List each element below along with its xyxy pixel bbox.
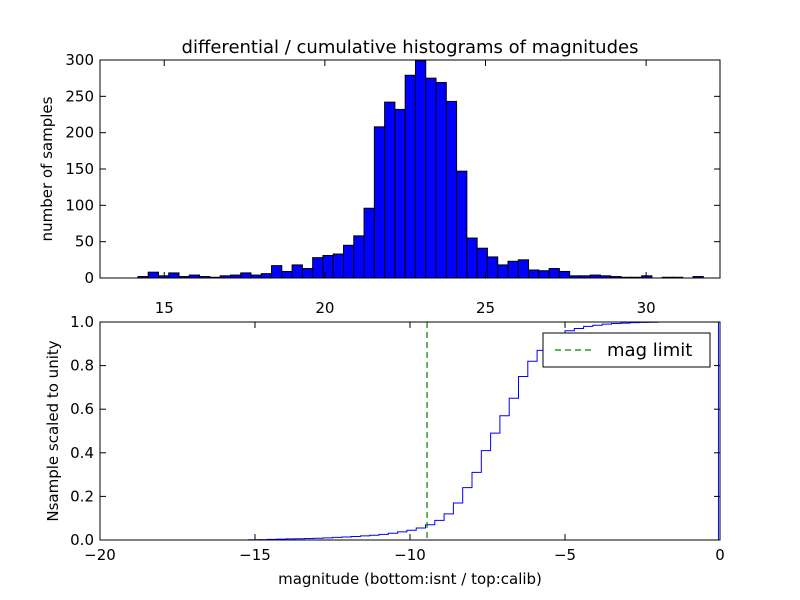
x-tick-label: −15: [239, 546, 271, 564]
histogram-bar: [404, 74, 416, 279]
y-tick-label: 300: [65, 51, 94, 69]
y-tick-label: 250: [65, 87, 94, 105]
histogram-bar: [456, 170, 468, 279]
histogram-bar: [414, 60, 427, 279]
histogram-bar: [548, 268, 560, 279]
legend: mag limit: [542, 332, 711, 368]
histogram-bar: [353, 235, 365, 279]
histogram-bar: [373, 126, 386, 279]
histogram-bar: [301, 268, 314, 279]
y-tick-label: 0.8: [70, 357, 94, 375]
y-tick-label: 50: [75, 233, 94, 251]
x-tick-label: 25: [476, 299, 495, 317]
histogram-bar: [240, 272, 252, 279]
bottom-cumulative-panel: Nsample scaled to unity magnitude (botto…: [44, 313, 725, 588]
bottom-y-axis-label: Nsample scaled to unity: [44, 340, 62, 521]
top-histogram-panel: differential / cumulative histograms of …: [38, 37, 721, 317]
y-tick-label: 1.0: [70, 313, 94, 331]
top-chart-title: differential / cumulative histograms of …: [182, 37, 639, 58]
histogram-bar: [291, 264, 303, 279]
x-tick-label: 15: [155, 299, 174, 317]
histogram-bar: [517, 259, 530, 279]
x-tick-label: −10: [394, 546, 426, 564]
y-tick-label: 0.2: [70, 487, 94, 505]
y-tick-label: 200: [65, 124, 94, 142]
y-tick-label: 100: [65, 196, 94, 214]
x-tick-label: 30: [637, 299, 656, 317]
bottom-y-ticks: 0.0 0.2 0.4 0.6 0.8 1.0: [70, 313, 720, 549]
histogram-bar: [147, 271, 159, 279]
x-tick-label: −20: [84, 546, 116, 564]
x-tick-label: 0: [715, 546, 725, 564]
cumulative-series: [100, 321, 720, 541]
y-tick-label: 0.0: [70, 531, 94, 549]
histogram-bar: [312, 257, 324, 279]
top-plot-frame: [99, 59, 721, 279]
histogram-bar: [332, 253, 345, 279]
top-y-axis-label: number of samples: [38, 96, 56, 241]
bottom-x-axis-label: magnitude (bottom:isnt / top:calib): [278, 570, 542, 588]
top-x-ticks: 15 20 25 30: [155, 60, 656, 317]
bottom-x-ticks: −20 −15 −10 −5 0: [84, 322, 725, 564]
y-tick-label: 150: [65, 160, 94, 178]
histogram-bar: [486, 256, 499, 279]
bottom-plot-frame: [99, 321, 721, 541]
histogram-bar: [384, 101, 396, 279]
histogram-bar: [538, 270, 550, 279]
x-tick-label: −5: [554, 546, 576, 564]
histogram-bar: [445, 100, 458, 279]
x-tick-label: 20: [315, 299, 334, 317]
histogram-bar: [528, 269, 540, 279]
histogram-bar: [435, 82, 447, 279]
histogram-bar: [507, 260, 519, 279]
histogram-bar: [343, 244, 355, 279]
y-tick-label: 0.6: [70, 400, 94, 418]
histogram-bar: [394, 108, 406, 279]
y-tick-label: 0.4: [70, 444, 94, 462]
top-y-ticks: 0 50 100 150 200 250 300: [65, 51, 720, 287]
histogram-bar: [281, 270, 293, 279]
histogram-bar: [466, 237, 478, 279]
y-tick-label: 0: [84, 269, 94, 287]
histogram-bar: [425, 77, 437, 279]
histogram-bar: [271, 265, 283, 279]
legend-label: mag limit: [607, 340, 692, 361]
histogram-bar: [497, 264, 509, 279]
histogram-bar: [260, 273, 273, 279]
histogram-bars: [137, 60, 704, 279]
histogram-bar: [363, 207, 375, 279]
cumulative-step-line: [100, 321, 720, 541]
histogram-bar: [168, 272, 180, 279]
histogram-bar: [558, 270, 571, 279]
